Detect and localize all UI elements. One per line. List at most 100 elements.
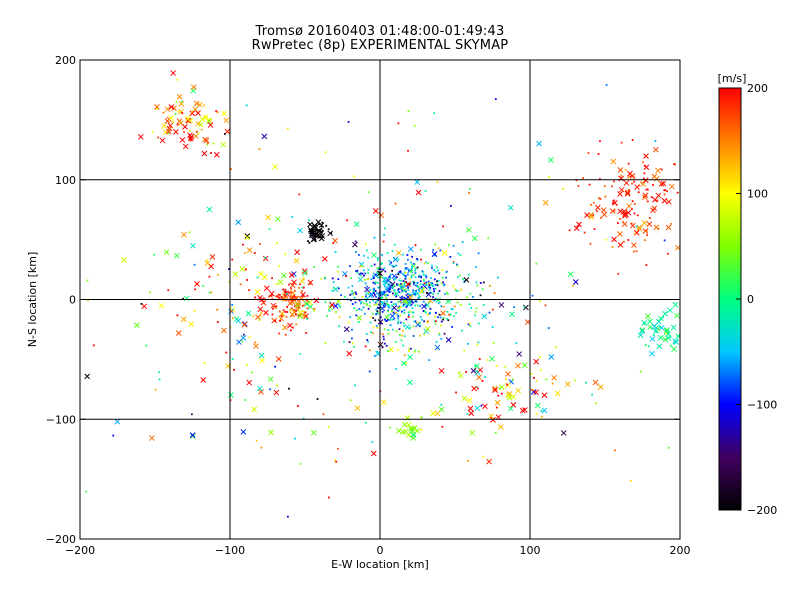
scatter-dot xyxy=(584,381,587,384)
scatter-dot xyxy=(157,136,159,139)
scatter-dot xyxy=(158,378,161,381)
scatter-dot xyxy=(380,268,383,271)
scatter-dot xyxy=(284,333,287,336)
scatter-dot xyxy=(399,306,402,309)
scatter-cross xyxy=(415,189,422,196)
scatter-dot xyxy=(384,227,387,230)
scatter-dot xyxy=(358,273,361,276)
scatter-cross xyxy=(253,343,259,349)
scatter-dot xyxy=(409,261,412,264)
scatter-dot xyxy=(450,307,453,310)
scatter-cross xyxy=(634,184,641,190)
scatter-cross xyxy=(176,93,183,100)
scatter-dot xyxy=(364,282,367,285)
scatter-cross xyxy=(536,140,543,147)
scatter-dot xyxy=(372,288,375,291)
scatter-dot xyxy=(403,283,405,286)
scatter-cross xyxy=(653,175,660,182)
scatter-dot xyxy=(409,282,412,285)
scatter-dot xyxy=(334,251,337,253)
scatter-dot xyxy=(436,181,439,183)
scatter-cross xyxy=(641,220,648,226)
scatter-dot xyxy=(367,307,370,310)
scatter-dot xyxy=(425,274,427,277)
scatter-dot xyxy=(531,294,534,297)
scatter-cross xyxy=(652,146,659,153)
scatter-dot xyxy=(407,286,410,289)
scatter-cross xyxy=(322,255,328,262)
scatter-cross xyxy=(246,379,253,386)
scatter-dot xyxy=(432,296,435,298)
scatter-cross xyxy=(220,141,227,148)
scatter-dot xyxy=(401,253,404,256)
scatter-dot xyxy=(276,295,279,298)
scatter-dot xyxy=(255,439,258,442)
scatter-dot xyxy=(176,78,179,81)
scatter-dot xyxy=(635,250,638,253)
scatter-dot xyxy=(394,312,397,315)
scatter-dot xyxy=(397,122,400,125)
scatter-dot xyxy=(202,285,205,287)
scatter-dot xyxy=(376,300,379,303)
scatter-dot xyxy=(339,305,342,308)
scatter-dot xyxy=(380,292,382,295)
scatter-dot xyxy=(412,311,415,314)
scatter-cross xyxy=(430,410,436,417)
scatter-dot xyxy=(433,112,435,115)
scatter-dot xyxy=(367,271,370,274)
scatter-dot xyxy=(414,293,416,296)
scatter-dot xyxy=(289,329,292,332)
scatter-dot xyxy=(397,288,400,290)
scatter-cross xyxy=(204,260,211,267)
scatter-dot xyxy=(197,132,200,135)
scatter-dot xyxy=(407,289,410,292)
scatter-dot xyxy=(360,302,362,305)
scatter-dot xyxy=(215,110,218,112)
scatter-dot xyxy=(384,285,386,288)
scatter-dot xyxy=(258,148,261,151)
scatter-dot xyxy=(278,297,281,300)
scatter-dot xyxy=(404,268,407,270)
scatter-dot xyxy=(295,309,298,312)
scatter-dot xyxy=(437,292,440,295)
scatter-dot xyxy=(377,276,380,279)
scatter-dot xyxy=(378,268,380,270)
scatter-dot xyxy=(481,288,484,291)
scatter-dot xyxy=(470,306,473,309)
scatter-cross xyxy=(533,358,540,365)
scatter-cross xyxy=(497,424,504,430)
scatter-dot xyxy=(383,267,386,270)
grid-lines xyxy=(80,60,680,539)
colorbar-ticks: 200 100 0 −100 −200 xyxy=(736,82,777,517)
scatter-dot xyxy=(320,225,323,228)
scatter-dot xyxy=(302,286,305,289)
scatter-cross xyxy=(240,429,247,435)
scatter-cross xyxy=(592,379,599,386)
scatter-dot xyxy=(272,307,274,310)
scatter-cross xyxy=(163,249,170,256)
scatter-cross xyxy=(402,428,409,435)
scatter-dot xyxy=(439,316,442,319)
scatter-dot xyxy=(365,421,368,424)
scatter-dot xyxy=(354,384,356,387)
scatter-dot xyxy=(276,242,278,244)
scatter-cross xyxy=(187,117,194,124)
scatter-dot xyxy=(384,281,387,284)
scatter-dot xyxy=(620,141,623,144)
scatter-cross xyxy=(310,429,317,436)
scatter-dot xyxy=(386,319,389,321)
scatter-cross xyxy=(407,379,413,386)
scatter-dot xyxy=(397,307,400,310)
scatter-dot xyxy=(401,290,404,292)
scatter-dot xyxy=(627,162,630,165)
scatter-cross xyxy=(236,339,242,345)
scatter-dot xyxy=(385,320,388,323)
scatter-dot xyxy=(595,402,597,405)
scatter-dot xyxy=(438,290,441,292)
scatter-cross xyxy=(662,310,668,317)
scatter-dot xyxy=(419,316,422,318)
scatter-dot xyxy=(181,100,183,103)
scatter-cross xyxy=(431,251,438,258)
scatter-cross xyxy=(148,435,155,441)
scatter-dot xyxy=(363,254,365,257)
